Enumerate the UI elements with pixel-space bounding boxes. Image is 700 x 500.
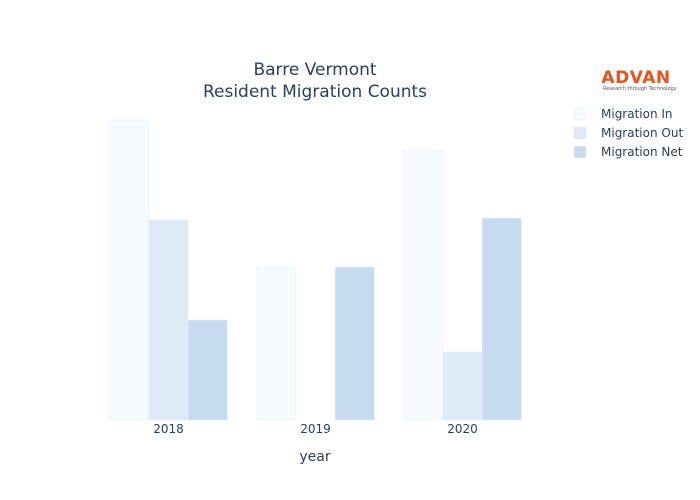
bar-migration-net-2020[interactable] [481, 217, 522, 421]
bar-migration-in-2019[interactable] [256, 266, 297, 421]
legend-item[interactable]: Migration Out [573, 126, 683, 140]
logo-tagline: Research through Technology [603, 86, 677, 92]
chart-subtitle: Resident Migration Counts [203, 82, 427, 102]
legend-label: Migration In [601, 107, 673, 121]
bar-migration-out-2020[interactable] [442, 351, 483, 421]
advan-logo: ADVAN Research through Technology [601, 68, 676, 92]
logo-name: ADVAN [601, 68, 670, 88]
chart-title: Barre Vermont [253, 60, 376, 80]
bar-migration-in-2020[interactable] [403, 149, 444, 421]
x-tick-label: 2018 [153, 422, 184, 436]
bars-layer [109, 119, 522, 421]
legend-swatch [573, 126, 587, 140]
x-axis-title: year [299, 449, 330, 465]
legend-label: Migration Out [601, 126, 683, 140]
x-tick-labels: 2018 2019 2020 [153, 422, 478, 436]
legend[interactable]: Migration In Migration Out Migration Net [573, 107, 683, 159]
bar-migration-net-2018[interactable] [187, 319, 228, 421]
x-tick-label: 2020 [447, 422, 478, 436]
legend-swatch [573, 145, 587, 159]
legend-label: Migration Net [601, 145, 683, 159]
x-tick-label: 2019 [300, 422, 331, 436]
bar-migration-net-2019[interactable] [334, 266, 375, 421]
bar-migration-out-2018[interactable] [148, 219, 189, 421]
legend-item[interactable]: Migration In [573, 107, 673, 121]
bar-migration-in-2018[interactable] [109, 119, 150, 421]
legend-swatch [573, 107, 587, 121]
legend-item[interactable]: Migration Net [573, 145, 683, 159]
